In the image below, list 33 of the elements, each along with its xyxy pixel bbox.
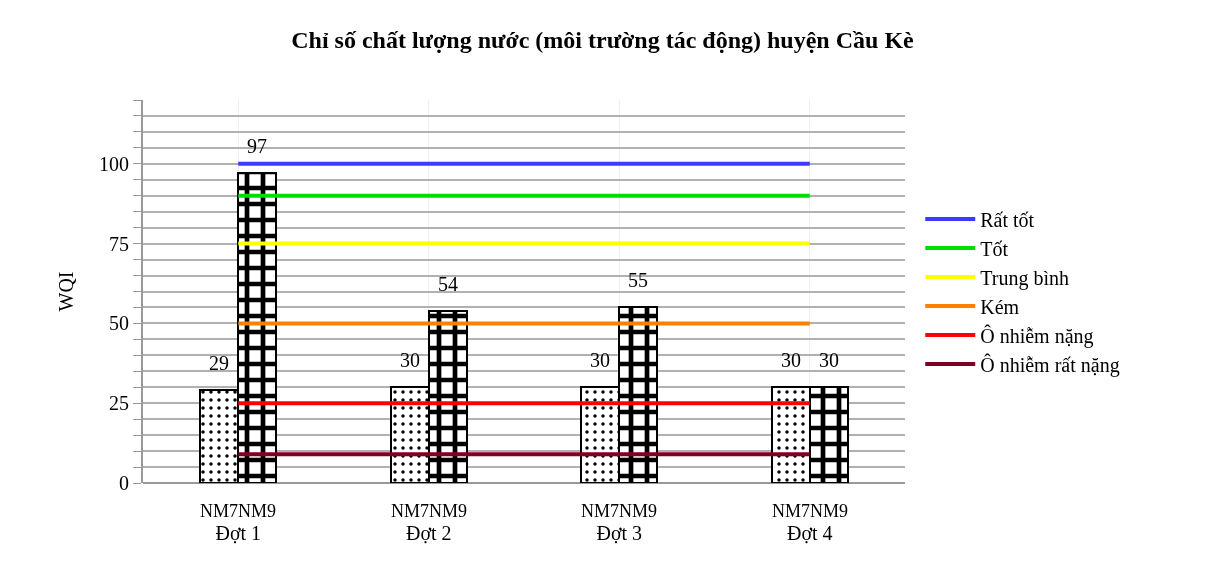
y-axis-title: WQI: [55, 271, 77, 312]
text: NM9: [810, 501, 849, 521]
text: NM7: [772, 501, 811, 521]
x-tick-label: Đợt 4: [786, 522, 833, 544]
x-tick-label: Đợt 3: [596, 522, 643, 544]
legend-label: Ô nhiễm nặng: [980, 323, 1094, 348]
data-label: 29: [209, 352, 229, 374]
data-label: 97: [247, 135, 267, 157]
data-label: 30: [400, 349, 420, 371]
series-label: NM9: [238, 501, 277, 521]
legend-label: Trung bình: [980, 266, 1069, 290]
x-tick-label: Đợt 2: [405, 522, 452, 544]
legend-label: Ô nhiễm rất nặng: [980, 352, 1120, 377]
text: NM9: [429, 501, 468, 521]
chart-title: Chỉ số chất lượng nước (môi trường tác động) huyện Cầu Kè: [291, 27, 915, 54]
text: NM7: [581, 501, 620, 521]
legend-label: Tốt: [980, 237, 1009, 260]
data-label: 30: [781, 349, 801, 371]
y-tick-label: 0: [119, 472, 129, 494]
legend-label: Rất tốt: [980, 208, 1035, 231]
y-tick-label: 25: [109, 392, 129, 415]
x-tick-label: Đợt 1: [215, 522, 262, 544]
y-tick-label: 75: [109, 232, 129, 255]
series-label: NM7: [200, 501, 239, 521]
text: NM9: [619, 501, 658, 521]
text: NM7: [391, 501, 430, 521]
data-label: 30: [590, 349, 610, 371]
data-label: 55: [628, 269, 648, 291]
data-label: 30: [819, 349, 839, 371]
legend-label: Kém: [980, 295, 1020, 318]
y-tick-label: 50: [109, 312, 129, 335]
data-label: 54: [438, 273, 458, 295]
y-tick-label: 100: [99, 152, 129, 175]
